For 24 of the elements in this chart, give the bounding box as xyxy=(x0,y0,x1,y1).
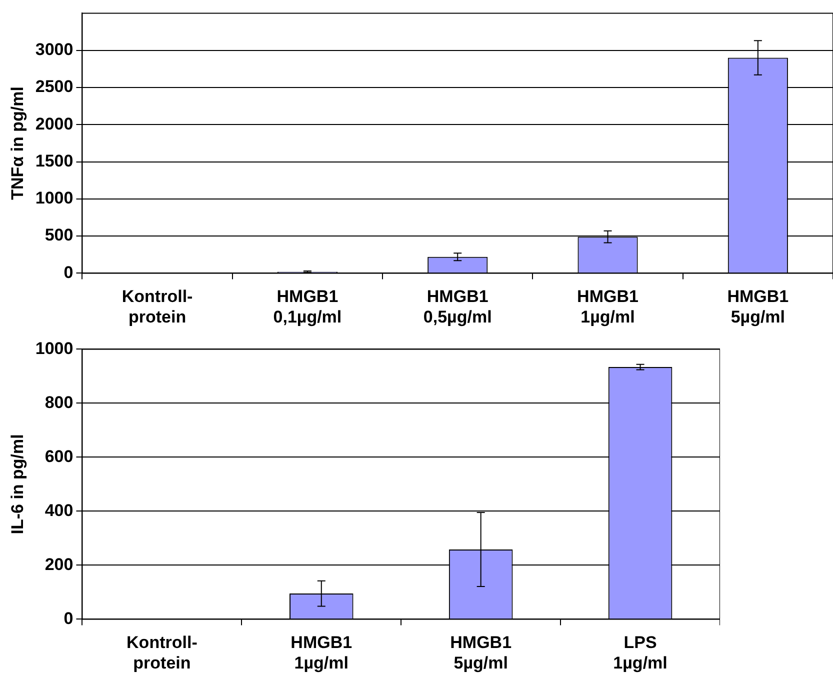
x-tick-label: Kontroll- protein xyxy=(126,633,198,672)
x-tick-label: HMGB1 0,1µg/ml xyxy=(273,287,342,326)
x-tick-label: HMGB1 1µg/ml xyxy=(577,287,638,326)
y-tick-label: 0 xyxy=(64,262,74,282)
y-tick-label: 500 xyxy=(44,226,74,245)
x-tick-label: HMGB1 0,5µg/ml xyxy=(423,287,492,326)
y-tick-label: 1000 xyxy=(35,188,74,208)
x-tick-label: HMGB1 5µg/ml xyxy=(450,633,512,672)
x-tick-label: HMGB1 5µg/ml xyxy=(727,287,789,326)
y-axis-title: TNFα in pg/ml xyxy=(8,86,27,200)
y-tick-label: 600 xyxy=(44,446,74,466)
y-tick-label: 2000 xyxy=(35,114,74,134)
y-tick-label: 1000 xyxy=(35,338,74,358)
y-tick-label: 200 xyxy=(44,554,74,574)
y-tick-label: 400 xyxy=(44,500,74,520)
y-tick-label: 1500 xyxy=(35,151,74,170)
x-tick-label: LPS 1µg/ml xyxy=(613,633,668,672)
y-tick-label: 0 xyxy=(64,608,74,628)
y-axis-title: IL-6 in pg/ml xyxy=(8,434,27,534)
y-tick-label: 2500 xyxy=(35,77,74,96)
x-tick-label: HMGB1 1µg/ml xyxy=(290,633,352,672)
y-tick-label: 3000 xyxy=(35,40,74,60)
y-tick-label: 800 xyxy=(44,392,74,412)
x-tick-label: Kontroll- protein xyxy=(122,287,193,326)
